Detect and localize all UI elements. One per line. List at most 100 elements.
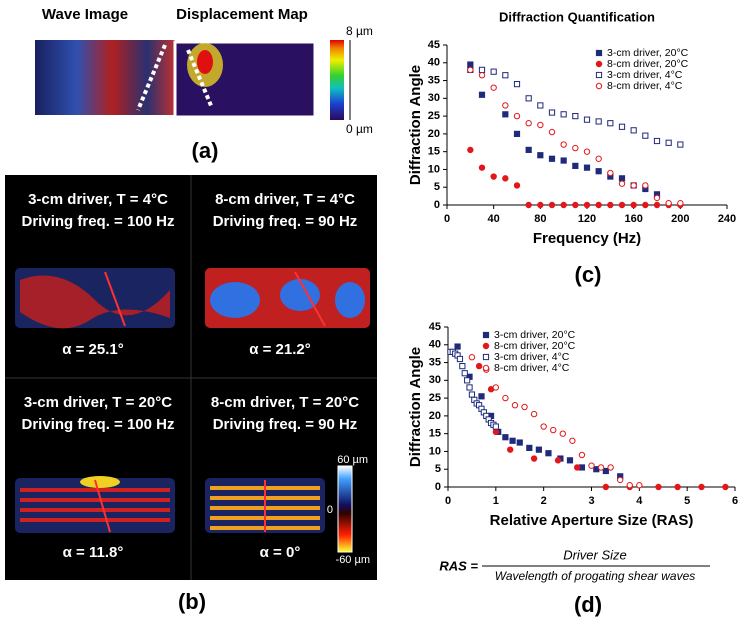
formula-numerator: Driver Size [563, 547, 627, 562]
panel-label: (a) [192, 138, 219, 163]
marker [665, 200, 672, 207]
marker [525, 146, 532, 153]
marker [602, 483, 610, 491]
marker [642, 201, 649, 209]
y-tick-label: 20 [428, 128, 440, 140]
marker [595, 155, 602, 162]
marker [566, 457, 574, 464]
y-tick-label: 45 [429, 321, 441, 333]
x-tick-label: 40 [488, 213, 500, 225]
wave-front [94, 479, 111, 533]
wave-band [20, 275, 170, 329]
x-tick-label: 4 [636, 495, 643, 507]
marker [478, 164, 486, 171]
marker [467, 66, 474, 74]
marker [626, 482, 633, 489]
marker [513, 182, 521, 189]
marker [492, 428, 500, 436]
marker [509, 437, 516, 444]
marker [490, 173, 497, 180]
legend-label: 3-cm driver, 4°C [494, 351, 570, 363]
marker [630, 182, 637, 189]
marker [630, 201, 637, 209]
legend-marker [595, 49, 603, 57]
marker [502, 72, 509, 79]
marker [506, 446, 514, 453]
marker [537, 152, 544, 159]
marker [526, 444, 533, 451]
marker [461, 370, 468, 377]
wave-front [186, 49, 214, 109]
marker [602, 467, 609, 475]
wave-band [80, 476, 120, 488]
marker [525, 120, 532, 127]
marker [548, 109, 556, 116]
displacement-map-title: Displacement Map [176, 6, 308, 23]
legend-marker [482, 331, 490, 339]
marker [607, 120, 614, 127]
legend-marker [482, 353, 490, 361]
marker [607, 169, 614, 177]
marker [642, 182, 649, 189]
frequency-label: Driving freq. = 90 Hz [213, 213, 358, 230]
wave-band [280, 279, 320, 311]
marker [468, 354, 476, 361]
marker [595, 201, 602, 209]
marker [554, 457, 562, 464]
marker [521, 403, 528, 411]
y-tick-label: 25 [428, 110, 440, 122]
x-axis-label: Frequency (Hz) [533, 230, 641, 247]
driver-label: 3-cm driver, T = 20°C [24, 394, 172, 411]
marker [677, 141, 684, 148]
x-tick-label: 80 [534, 213, 546, 225]
marker [502, 175, 509, 182]
panel-label: (b) [178, 589, 206, 614]
marker [642, 132, 649, 139]
y-tick-label: 20 [429, 410, 441, 422]
marker [618, 201, 626, 209]
marker [588, 462, 595, 469]
legend-marker [482, 364, 490, 372]
angle-label: α = 11.8° [63, 544, 124, 561]
y-tick-label: 15 [429, 428, 441, 440]
marker [454, 343, 461, 350]
marker [537, 121, 544, 129]
angle-label: α = 25.1° [62, 341, 124, 358]
driver-label: 3-cm driver, T = 4°C [28, 191, 168, 208]
x-tick-label: 240 [718, 213, 736, 225]
marker [607, 201, 614, 209]
marker [617, 476, 624, 484]
map-blob [197, 50, 213, 74]
panel-label: (c) [575, 262, 602, 287]
marker [502, 111, 509, 118]
legend-marker [595, 71, 603, 79]
x-tick-label: 1 [493, 495, 499, 507]
x-tick-label: 120 [578, 213, 596, 225]
x-tick-label: 5 [684, 495, 690, 507]
x-tick-label: 0 [445, 495, 451, 507]
wave-band [210, 282, 260, 318]
marker [516, 439, 523, 446]
marker [513, 112, 521, 120]
marker [459, 363, 466, 370]
legend-label: 3-cm driver, 20°C [607, 47, 689, 59]
marker [548, 128, 556, 136]
y-tick-label: 5 [434, 181, 440, 193]
marker [456, 355, 464, 363]
marker [535, 446, 542, 453]
legend-label: 8-cm driver, 4°C [494, 362, 570, 374]
legend-label: 3-cm driver, 4°C [607, 69, 683, 81]
x-tick-label: 200 [671, 213, 689, 225]
marker [537, 201, 544, 209]
marker [560, 201, 567, 209]
marker [655, 483, 662, 491]
y-tick-label: 45 [428, 39, 440, 51]
marker [550, 426, 557, 434]
marker [583, 164, 591, 171]
marker [618, 175, 626, 182]
marker [530, 455, 538, 462]
marker [502, 394, 509, 402]
y-axis-label: Diffraction Angle [407, 65, 424, 185]
